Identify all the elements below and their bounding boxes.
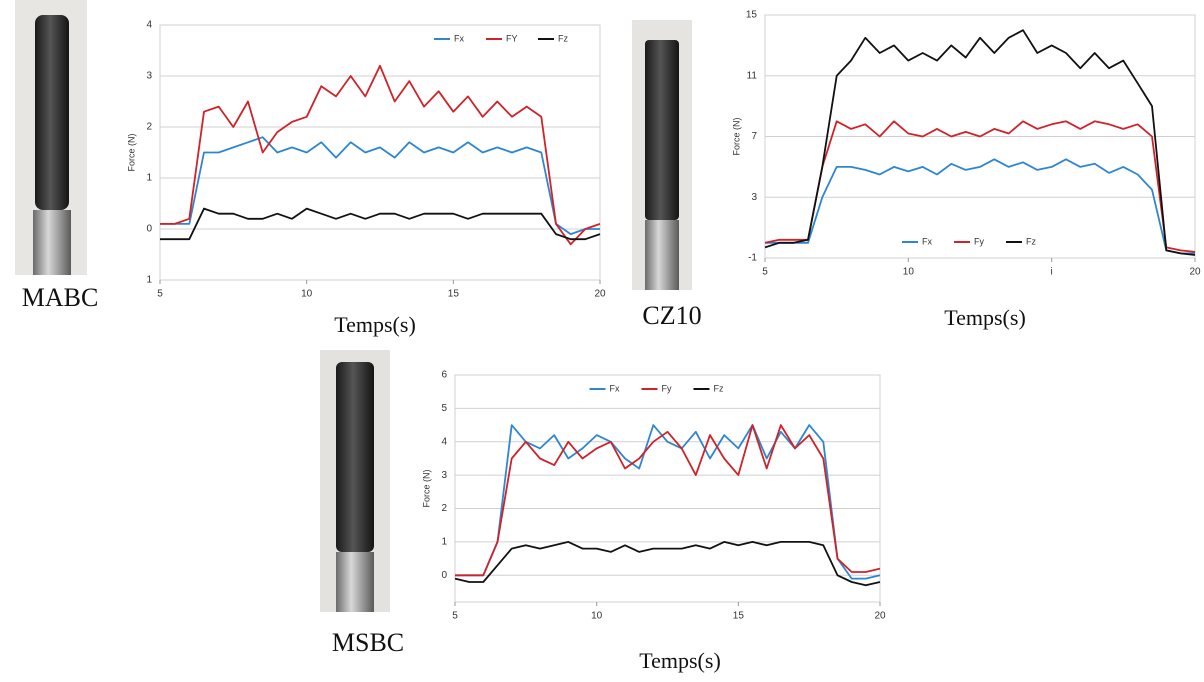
tool-photo [320,350,390,612]
legend: Fx Fy Fz [589,383,724,393]
y-tick-label: 3 [751,192,757,203]
y-axis-label: Force (N) [731,117,741,155]
x-tick-label: 20 [594,289,606,300]
legend-label: Fz [558,33,568,43]
y-tick-label: 5 [441,403,447,414]
x-tick-label: 5 [452,611,458,622]
y-tick-label: 4 [146,20,152,31]
y-tick-label: 1 [146,275,152,286]
x-tick-label: 5 [157,289,163,300]
y-tick-label: 4 [441,436,447,447]
y-tick-label: 2 [441,503,447,514]
plot-area [454,374,881,603]
y-tick-label: 2 [146,122,152,133]
legend-label: Fx [454,33,464,43]
legend: Fx Fy Fz [902,236,1036,246]
legend-label: Fy [662,383,672,393]
y-tick-label: 1 [146,173,152,184]
x-tick-label: 15 [733,611,745,622]
x-axis-label: Temps(s) [334,312,416,337]
x-tick-label: 15 [448,289,460,300]
photo-label: MABC [22,283,99,312]
x-tick-label: 10 [903,267,915,278]
x-tick-label: 5 [762,267,768,278]
legend-label: FY [506,33,518,43]
y-tick-label: 3 [441,470,447,481]
series-line [160,64,601,246]
x-tick-label: 10 [301,289,313,300]
y-tick-label: 0 [441,570,447,581]
series-line [765,158,1195,255]
legend-label: Fz [1026,236,1036,246]
series-line [764,29,1196,256]
y-tick-label: 6 [441,370,447,381]
plot-area [159,24,601,281]
y-tick-label: -1 [748,253,757,264]
y-axis-label: Force (N) [126,133,136,171]
y-tick-label: 3 [146,71,152,82]
series-line [454,541,881,587]
legend-label: Fz [714,383,724,393]
y-tick-label: 11 [747,70,758,81]
y-tick-label: 0 [146,224,152,235]
y-tick-label: 7 [751,131,757,142]
legend-label: Fx [610,383,620,393]
legend: Fx FY Fz [434,33,568,43]
y-tick-label: 15 [746,10,758,21]
legend-label: Fx [922,236,932,246]
x-tick-label: 20 [1189,267,1201,278]
tool-photo [15,0,87,275]
series-line [160,136,600,235]
photo-label: CZ10 [642,301,701,330]
series-line [764,120,1196,253]
x-tick-label: 10 [591,611,603,622]
y-tick-label: 1 [441,537,447,548]
photo-label: MSBC [332,628,404,657]
x-axis-label: Temps(s) [639,648,721,673]
series-line [160,207,601,241]
x-tick-label: 20 [874,611,886,622]
series-line [455,424,881,577]
y-axis-label: Force (N) [421,469,431,507]
x-axis-label: Temps(s) [944,305,1026,330]
x-tick-label: i [1051,267,1053,278]
legend-label: Fy [974,236,984,246]
tool-photo [632,20,692,290]
